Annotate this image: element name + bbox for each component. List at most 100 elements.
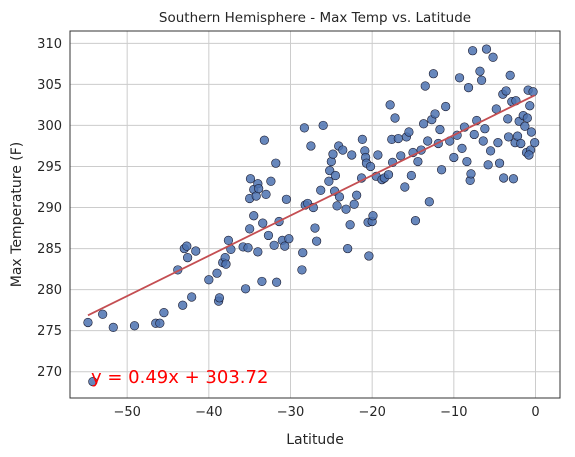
data-point bbox=[493, 138, 503, 148]
data-point bbox=[525, 101, 535, 111]
data-point bbox=[343, 243, 353, 254]
data-point bbox=[182, 241, 192, 251]
x-tick-label: −20 bbox=[358, 405, 385, 420]
data-point bbox=[245, 174, 256, 184]
data-point bbox=[357, 134, 367, 144]
data-point bbox=[324, 176, 334, 186]
data-point bbox=[281, 194, 292, 204]
data-point bbox=[159, 308, 169, 318]
x-tick-label: −40 bbox=[195, 405, 222, 420]
data-point bbox=[396, 151, 406, 161]
data-point bbox=[212, 268, 222, 278]
data-point bbox=[413, 156, 423, 167]
data-point bbox=[469, 129, 479, 140]
data-point bbox=[299, 123, 309, 133]
data-point bbox=[485, 146, 496, 156]
data-point bbox=[368, 211, 378, 221]
data-point bbox=[298, 248, 308, 258]
data-point bbox=[83, 317, 93, 328]
data-point bbox=[306, 141, 316, 151]
data-point bbox=[312, 236, 322, 246]
data-point bbox=[254, 184, 264, 194]
data-point bbox=[347, 150, 357, 160]
data-point bbox=[352, 190, 362, 200]
data-point bbox=[530, 138, 540, 148]
data-point bbox=[501, 86, 511, 96]
data-point bbox=[428, 69, 439, 79]
grid-lines bbox=[70, 31, 560, 398]
x-tick-label: −30 bbox=[277, 405, 304, 420]
data-point bbox=[243, 243, 253, 253]
regression-equation: y = 0.49x + 303.72 bbox=[91, 367, 268, 388]
data-point bbox=[441, 101, 451, 112]
data-point bbox=[457, 143, 467, 154]
data-point bbox=[108, 322, 118, 332]
data-point bbox=[475, 66, 485, 76]
y-tick-label: 280 bbox=[37, 283, 62, 298]
data-point bbox=[454, 73, 465, 83]
data-point bbox=[462, 156, 472, 167]
data-point bbox=[430, 109, 440, 119]
y-tick-label: 285 bbox=[37, 242, 62, 257]
data-point bbox=[328, 149, 338, 159]
data-point bbox=[499, 173, 509, 183]
data-point bbox=[259, 135, 269, 145]
data-point bbox=[266, 176, 276, 186]
data-point bbox=[178, 300, 188, 310]
data-point bbox=[463, 83, 474, 93]
data-point bbox=[245, 224, 255, 234]
x-tick-label: −50 bbox=[113, 405, 140, 420]
data-point bbox=[284, 234, 294, 244]
data-point bbox=[297, 265, 307, 275]
data-point bbox=[516, 138, 526, 149]
data-point bbox=[390, 113, 400, 123]
x-axis-label: Latitude bbox=[286, 432, 344, 448]
data-point bbox=[481, 44, 492, 54]
plot-frame bbox=[69, 30, 561, 399]
data-point bbox=[269, 240, 279, 250]
data-point bbox=[419, 119, 429, 129]
data-point bbox=[488, 52, 498, 62]
data-point bbox=[528, 87, 538, 97]
data-point bbox=[503, 132, 514, 142]
data-point bbox=[258, 218, 268, 228]
data-point bbox=[364, 251, 374, 261]
data-point bbox=[261, 189, 271, 199]
data-point bbox=[404, 127, 414, 137]
data-point bbox=[334, 192, 345, 202]
data-point bbox=[526, 127, 537, 137]
data-point bbox=[129, 321, 140, 331]
data-point bbox=[214, 293, 225, 303]
data-point bbox=[98, 309, 108, 319]
data-point bbox=[88, 376, 98, 387]
data-point bbox=[221, 259, 231, 269]
data-point bbox=[271, 158, 281, 168]
data-point bbox=[204, 275, 214, 285]
data-point bbox=[332, 201, 342, 211]
data-point bbox=[191, 246, 201, 256]
data-point bbox=[341, 204, 351, 214]
data-point bbox=[263, 230, 274, 241]
data-point bbox=[383, 170, 394, 180]
y-tick-label: 300 bbox=[37, 119, 62, 134]
data-point bbox=[240, 284, 251, 294]
data-point bbox=[280, 241, 290, 251]
y-tick-label: 305 bbox=[37, 78, 62, 93]
data-point bbox=[436, 165, 447, 175]
data-point bbox=[330, 170, 341, 181]
data-points bbox=[83, 44, 540, 387]
y-tick-label: 310 bbox=[37, 37, 62, 52]
data-point bbox=[508, 174, 519, 184]
data-point bbox=[468, 46, 478, 56]
x-tick-label: −10 bbox=[440, 405, 467, 420]
data-point bbox=[183, 253, 193, 263]
data-point bbox=[253, 247, 263, 257]
data-point bbox=[410, 216, 421, 226]
data-point bbox=[524, 150, 534, 160]
data-point bbox=[466, 169, 476, 179]
chart-title: Southern Hemisphere - Max Temp vs. Latit… bbox=[159, 10, 471, 26]
data-point bbox=[349, 199, 359, 209]
data-point bbox=[385, 100, 395, 110]
data-point bbox=[406, 170, 416, 181]
